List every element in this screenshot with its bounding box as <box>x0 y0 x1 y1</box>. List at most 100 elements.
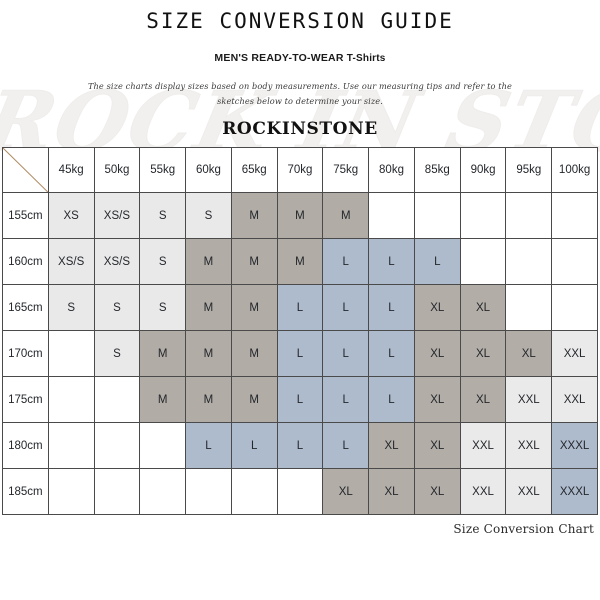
size-cell-empty <box>93 376 141 423</box>
size-cell-empty <box>413 192 461 239</box>
size-cell-155cm-50kg: XS/S <box>93 192 141 239</box>
size-cell-165cm-80kg: L <box>368 284 415 331</box>
table-row: 160cm XS/S XS/S S M M M L L L <box>2 238 598 285</box>
page-header: SIZE CONVERSION GUIDE MEN'S READY-TO-WEA… <box>0 0 600 140</box>
table-row: 180cm L L L L XL XL XXL XXL XXXL <box>2 422 598 469</box>
size-cell-165cm-70kg: L <box>276 284 324 331</box>
row-header-185cm: 185cm <box>2 468 49 515</box>
size-cell-165cm-65kg: M <box>230 284 278 331</box>
row-header-160cm: 160cm <box>2 238 49 285</box>
size-cell-175cm-65kg: M <box>230 376 278 423</box>
table-head: 45kg 50kg 55kg 60kg 65kg 70kg 75kg 80kg 85kg 90kg… <box>2 147 598 193</box>
row-header-180cm: 180cm <box>2 422 49 469</box>
row-header-175cm: 175cm <box>2 376 49 423</box>
size-cell-170cm-70kg: L <box>276 330 324 377</box>
size-cell-160cm-85kg: L <box>413 238 461 285</box>
size-cell-185cm-100kg: XXXL <box>551 468 598 515</box>
size-cell-empty <box>47 468 95 515</box>
size-cell-165cm-85kg: XL <box>413 284 461 331</box>
size-cell-170cm-75kg: L <box>322 330 370 377</box>
size-cell-empty <box>185 468 232 515</box>
table-row: 175cm M M M L L L XL XL XXL XXL <box>2 376 598 423</box>
size-cell-170cm-90kg: XL <box>459 330 507 377</box>
column-header-50kg: 50kg <box>93 147 141 193</box>
size-cell-175cm-95kg: XXL <box>505 376 553 423</box>
size-cell-165cm-90kg: XL <box>459 284 507 331</box>
size-cell-160cm-45kg: XS/S <box>47 238 95 285</box>
size-cell-180cm-65kg: L <box>230 422 278 469</box>
brand-name: ROCKINSTONE <box>222 119 378 139</box>
size-cell-empty <box>505 238 553 285</box>
table-row: 170cm S M M M L L L XL XL XL XXL <box>2 330 598 377</box>
table-row: 185cm XL XL XL XXL XXL XXXL <box>2 468 598 515</box>
size-cell-180cm-80kg: XL <box>368 422 415 469</box>
size-cell-170cm-60kg: M <box>185 330 232 377</box>
row-header-155cm: 155cm <box>2 192 49 239</box>
column-header-70kg: 70kg <box>276 147 324 193</box>
size-cell-empty <box>459 238 507 285</box>
corner-axis-cell <box>2 147 49 193</box>
size-cell-170cm-55kg: M <box>139 330 187 377</box>
size-cell-155cm-65kg: M <box>230 192 278 239</box>
size-cell-170cm-85kg: XL <box>413 330 461 377</box>
size-cell-160cm-70kg: M <box>276 238 324 285</box>
size-cell-185cm-85kg: XL <box>413 468 461 515</box>
subtitle-garment: T-Shirts <box>346 53 386 64</box>
size-cell-175cm-90kg: XL <box>459 376 507 423</box>
table-body: 155cm XS XS/S S S M M M 160cm XS/S XS/S S M M M L L L 165c… <box>2 192 598 515</box>
size-cell-155cm-70kg: M <box>276 192 324 239</box>
size-cell-empty <box>47 376 95 423</box>
size-cell-180cm-70kg: L <box>276 422 324 469</box>
size-cell-165cm-55kg: S <box>139 284 187 331</box>
column-header-80kg: 80kg <box>368 147 415 193</box>
size-cell-185cm-90kg: XXL <box>459 468 507 515</box>
size-cell-180cm-60kg: L <box>185 422 232 469</box>
size-cell-175cm-85kg: XL <box>413 376 461 423</box>
column-header-60kg: 60kg <box>185 147 232 193</box>
size-cell-empty <box>139 468 187 515</box>
size-cell-180cm-95kg: XXL <box>505 422 553 469</box>
size-cell-empty <box>505 192 553 239</box>
size-cell-165cm-60kg: M <box>185 284 232 331</box>
size-cell-155cm-45kg: XS <box>47 192 95 239</box>
size-cell-165cm-45kg: S <box>47 284 95 331</box>
size-cell-empty <box>47 330 95 377</box>
size-cell-180cm-85kg: XL <box>413 422 461 469</box>
size-cell-160cm-75kg: L <box>322 238 370 285</box>
size-cell-empty <box>139 422 187 469</box>
size-cell-185cm-95kg: XXL <box>505 468 553 515</box>
size-cell-185cm-75kg: XL <box>322 468 370 515</box>
size-cell-180cm-100kg: XXXL <box>551 422 598 469</box>
size-cell-empty <box>276 468 324 515</box>
size-cell-160cm-55kg: S <box>139 238 187 285</box>
size-cell-175cm-60kg: M <box>185 376 232 423</box>
column-header-100kg: 100kg <box>551 147 598 193</box>
size-cell-empty <box>551 284 598 331</box>
table-row: 155cm XS XS/S S S M M M <box>2 192 598 239</box>
size-cell-160cm-50kg: XS/S <box>93 238 141 285</box>
column-header-45kg: 45kg <box>47 147 95 193</box>
size-cell-175cm-100kg: XXL <box>551 376 598 423</box>
size-cell-170cm-65kg: M <box>230 330 278 377</box>
size-cell-170cm-80kg: L <box>368 330 415 377</box>
size-cell-155cm-55kg: S <box>139 192 187 239</box>
size-cell-160cm-60kg: M <box>185 238 232 285</box>
table-header-row: 45kg 50kg 55kg 60kg 65kg 70kg 75kg 80kg 85kg 90kg… <box>2 147 598 193</box>
size-cell-empty <box>551 238 598 285</box>
column-header-95kg: 95kg <box>505 147 553 193</box>
size-cell-empty <box>505 284 553 331</box>
size-cell-170cm-95kg: XL <box>505 330 553 377</box>
row-header-165cm: 165cm <box>2 284 49 331</box>
size-cell-155cm-60kg: S <box>185 192 232 239</box>
size-cell-185cm-80kg: XL <box>368 468 415 515</box>
size-conversion-table: 45kg 50kg 55kg 60kg 65kg 70kg 75kg 80kg 85kg 90kg… <box>2 147 598 515</box>
size-cell-empty <box>459 192 507 239</box>
row-header-170cm: 170cm <box>2 330 49 377</box>
size-cell-180cm-75kg: L <box>322 422 370 469</box>
column-header-85kg: 85kg <box>413 147 461 193</box>
size-cell-175cm-55kg: M <box>139 376 187 423</box>
size-cell-175cm-75kg: L <box>322 376 370 423</box>
size-cell-160cm-65kg: M <box>230 238 278 285</box>
column-header-75kg: 75kg <box>322 147 370 193</box>
